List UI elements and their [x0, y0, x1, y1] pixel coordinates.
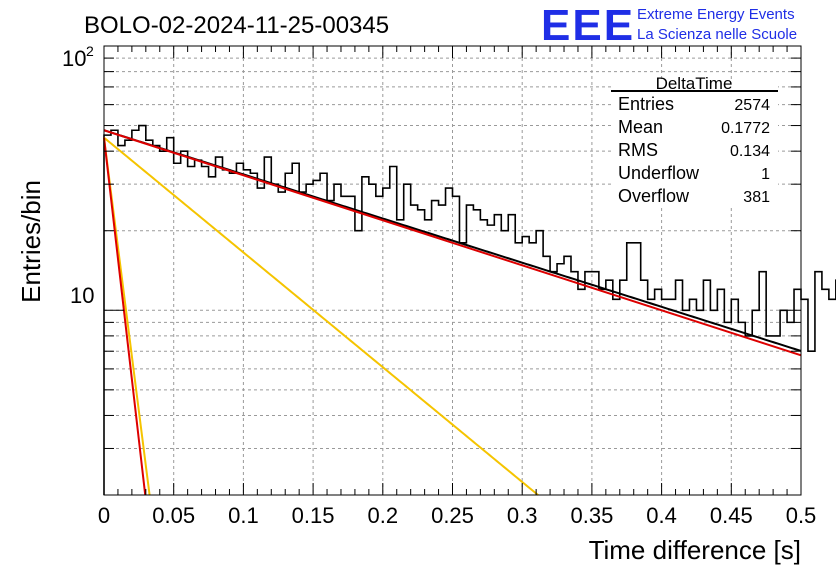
x-tick-label: 0: [98, 503, 110, 528]
stats-key-overflow: Overflow: [618, 186, 690, 206]
eee-logo-text: EEE: [541, 1, 635, 50]
x-tick-label: 0.4: [646, 503, 677, 528]
chart-title: BOLO-02-2024-11-25-00345: [84, 12, 389, 39]
stats-key-underflow: Underflow: [618, 163, 700, 183]
y-tick-label-100: 10 2: [62, 43, 94, 71]
stats-title: DeltaTime: [656, 74, 733, 93]
x-tick-labels: 0 0.05 0.1 0.15 0.2 0.25 0.3 0.35 0.4 0.45 0.5: [98, 503, 816, 528]
stats-box-background: [611, 80, 778, 208]
x-tick-label: 0.1: [228, 503, 259, 528]
x-tick-label: 0.2: [368, 503, 399, 528]
x-tick-label: 0.35: [570, 503, 613, 528]
histogram: [103, 124, 836, 495]
eee-logo-line1: Extreme Energy Events: [637, 6, 795, 23]
stats-key-rms: RMS: [618, 140, 658, 160]
svg-text:2: 2: [86, 43, 94, 59]
fit-curve: [103, 136, 539, 496]
fit-curves: [103, 129, 802, 496]
histogram-steps: [103, 124, 836, 495]
eee-logo-line2: La Scienza nelle Scuole: [637, 26, 797, 43]
stats-value-entries: 2574: [734, 97, 770, 114]
fit-curve: [103, 137, 147, 496]
y-tick-label-10: 10: [70, 283, 94, 308]
x-tick-label: 0.3: [507, 503, 538, 528]
svg-text:10: 10: [62, 46, 86, 71]
stats-value-rms: 0.134: [730, 143, 770, 160]
x-tick-label: 0.45: [710, 503, 753, 528]
x-tick-label: 0.15: [292, 503, 335, 528]
stats-key-entries: Entries: [618, 94, 674, 114]
stats-key-mean: Mean: [618, 117, 663, 137]
stats-value-underflow: 1: [761, 166, 770, 183]
stats-value-overflow: 381: [743, 189, 770, 206]
stats-value-mean: 0.1772: [721, 120, 770, 137]
eee-logo: EEE Extreme Energy Events La Scienza nel…: [541, 1, 797, 50]
stats-box: DeltaTime Entries 2574 Mean 0.1772 RMS 0…: [611, 74, 778, 208]
axis-ticks: [103, 46, 802, 495]
fit-curve: [103, 129, 802, 357]
y-axis-label: Entries/bin: [16, 180, 46, 303]
x-tick-label: 0.5: [786, 503, 817, 528]
x-tick-label: 0.05: [152, 503, 195, 528]
x-tick-label: 0.25: [431, 503, 474, 528]
x-axis-label: Time difference [s]: [589, 535, 801, 565]
